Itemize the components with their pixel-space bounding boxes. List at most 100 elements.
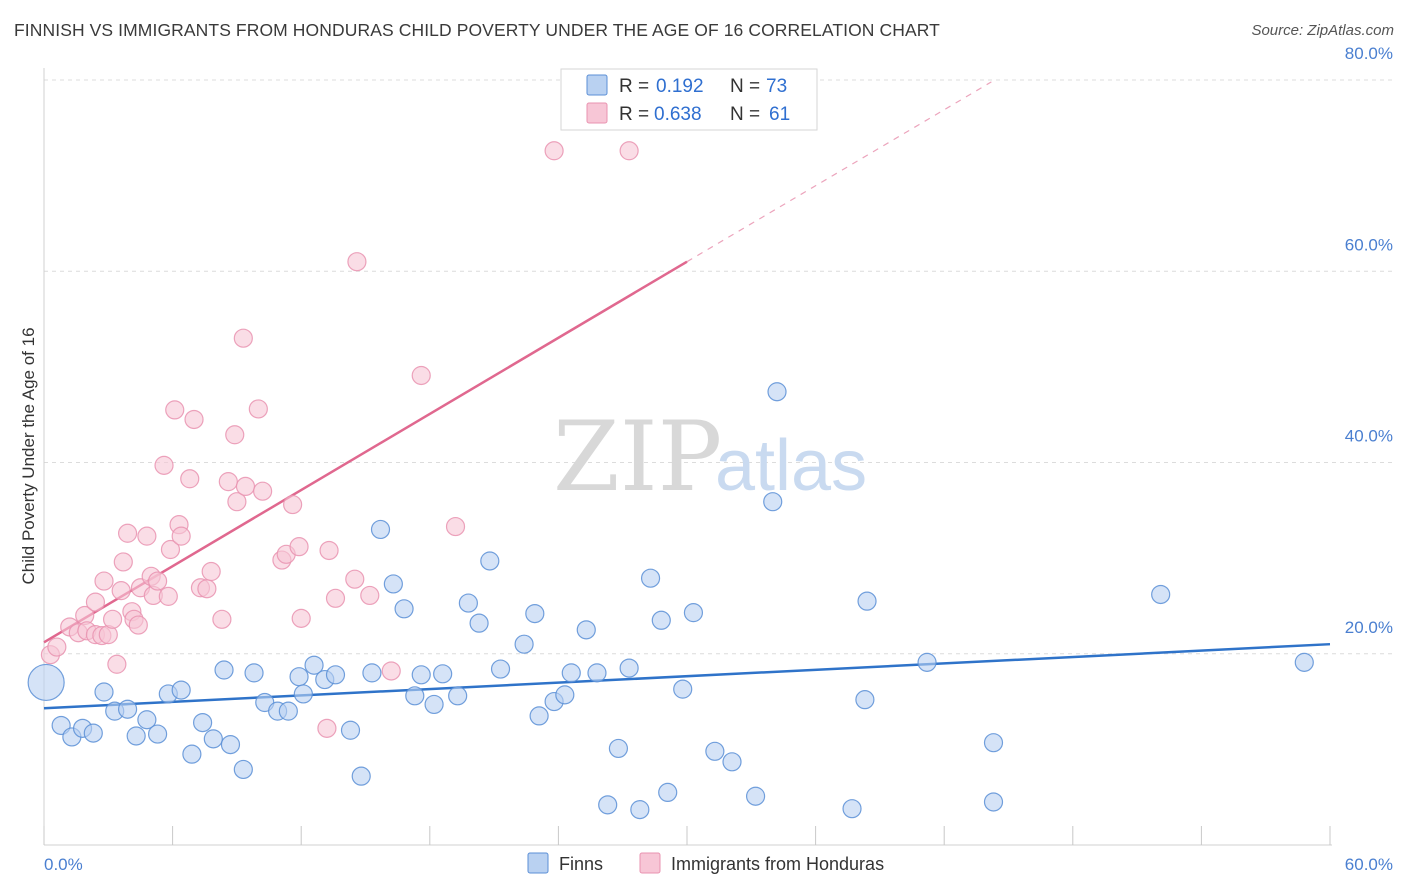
y-axis-label: Child Poverty Under the Age of 16 xyxy=(19,327,38,584)
finns-point xyxy=(763,492,783,512)
legend-swatch-honduras xyxy=(586,102,608,124)
honduras-point xyxy=(381,661,401,681)
finns-point xyxy=(917,652,937,672)
data-points xyxy=(27,141,1314,820)
honduras-point xyxy=(411,365,431,386)
honduras-point xyxy=(165,400,185,420)
honduras-point xyxy=(253,481,273,501)
finns-point xyxy=(608,738,629,759)
finns-point xyxy=(683,603,704,623)
finns-point xyxy=(411,665,431,685)
finns-point xyxy=(842,799,862,819)
finns-point xyxy=(370,519,391,540)
legend-n-label: N = xyxy=(730,104,760,125)
x-tick-label: 0.0% xyxy=(44,855,83,874)
finns-point xyxy=(433,664,453,684)
finns-point xyxy=(658,782,678,803)
axes xyxy=(43,68,1332,846)
finns-point xyxy=(651,610,671,630)
honduras-point xyxy=(137,526,157,546)
finns-point xyxy=(383,574,403,594)
finns-point xyxy=(278,701,298,721)
honduras-point xyxy=(47,637,67,657)
legend-swatch-honduras xyxy=(639,852,661,874)
honduras-point xyxy=(85,592,106,612)
honduras-point xyxy=(345,569,365,589)
honduras-point xyxy=(319,540,339,561)
finns-point xyxy=(490,659,511,679)
finns-point xyxy=(576,620,596,640)
finns-point xyxy=(394,599,414,619)
finns-point xyxy=(147,724,168,744)
finns-point xyxy=(514,634,534,654)
finns-point xyxy=(529,706,549,726)
honduras-point xyxy=(212,609,232,629)
x-tick-marks xyxy=(43,826,1331,845)
legend-r-label: R = xyxy=(619,76,649,97)
honduras-point xyxy=(94,571,114,591)
finns-point xyxy=(94,682,114,702)
finns-point xyxy=(304,655,324,675)
legend-r-label: R = xyxy=(619,104,649,125)
finns-point xyxy=(525,603,545,624)
finns-point xyxy=(983,733,1004,753)
watermark-atlas: atlas xyxy=(715,426,867,506)
gridlines xyxy=(44,79,1392,655)
honduras-point xyxy=(619,141,639,161)
finns-point xyxy=(233,759,253,780)
finns-point xyxy=(171,680,191,700)
finns-point xyxy=(983,792,1004,812)
y-tick-labels: 20.0% 40.0% 60.0% 80.0% xyxy=(1345,44,1393,637)
series-legend: Finns Immigrants from Honduras xyxy=(527,852,884,874)
honduras-point xyxy=(158,586,178,606)
honduras-point xyxy=(544,141,564,161)
finns-point xyxy=(619,658,639,678)
honduras-point xyxy=(160,539,181,560)
finns-point xyxy=(1151,584,1171,605)
finns-point xyxy=(83,723,103,743)
honduras-point xyxy=(347,252,367,272)
honduras-point xyxy=(360,585,380,606)
finns-point xyxy=(673,679,693,699)
finns-point xyxy=(458,593,478,613)
finns-point xyxy=(203,729,223,749)
legend-swatch-finns xyxy=(586,74,608,96)
finns-point xyxy=(293,684,313,704)
watermark: ZIP atlas xyxy=(553,401,867,513)
finns-point xyxy=(640,568,661,588)
honduras-point xyxy=(180,469,200,489)
finns-point xyxy=(705,741,725,761)
finns-point xyxy=(630,800,650,820)
finns-point xyxy=(855,690,875,710)
honduras-point xyxy=(283,494,303,515)
finns-point xyxy=(193,712,213,733)
honduras-point xyxy=(225,425,245,445)
honduras-point xyxy=(445,516,466,537)
honduras-point xyxy=(291,608,311,628)
honduras-point xyxy=(325,588,346,608)
honduras-point xyxy=(107,654,127,674)
finns-point xyxy=(469,613,489,633)
legend-r-value: 0.192 xyxy=(656,76,704,97)
legend-swatch-finns xyxy=(527,852,549,874)
legend-r-value: 0.638 xyxy=(654,104,702,125)
finns-point xyxy=(214,660,234,680)
finns-point xyxy=(722,752,742,772)
legend-label-finns: Finns xyxy=(559,854,603,874)
finns-point xyxy=(857,591,877,611)
y-tick-label: 60.0% xyxy=(1345,235,1393,254)
legend-n-value: 73 xyxy=(766,76,787,97)
legend-n-value: 61 xyxy=(769,104,790,125)
honduras-point xyxy=(102,609,123,629)
honduras-point xyxy=(233,328,253,348)
honduras-point xyxy=(171,526,191,546)
finns-point xyxy=(27,663,65,702)
honduras-point xyxy=(248,399,268,419)
finns-point xyxy=(555,685,575,705)
finns-point xyxy=(405,686,425,706)
x-tick-labels: 0.0% 60.0% xyxy=(44,855,1393,874)
finns-point xyxy=(340,720,361,740)
finns-point xyxy=(351,766,371,786)
honduras-point xyxy=(317,718,337,738)
